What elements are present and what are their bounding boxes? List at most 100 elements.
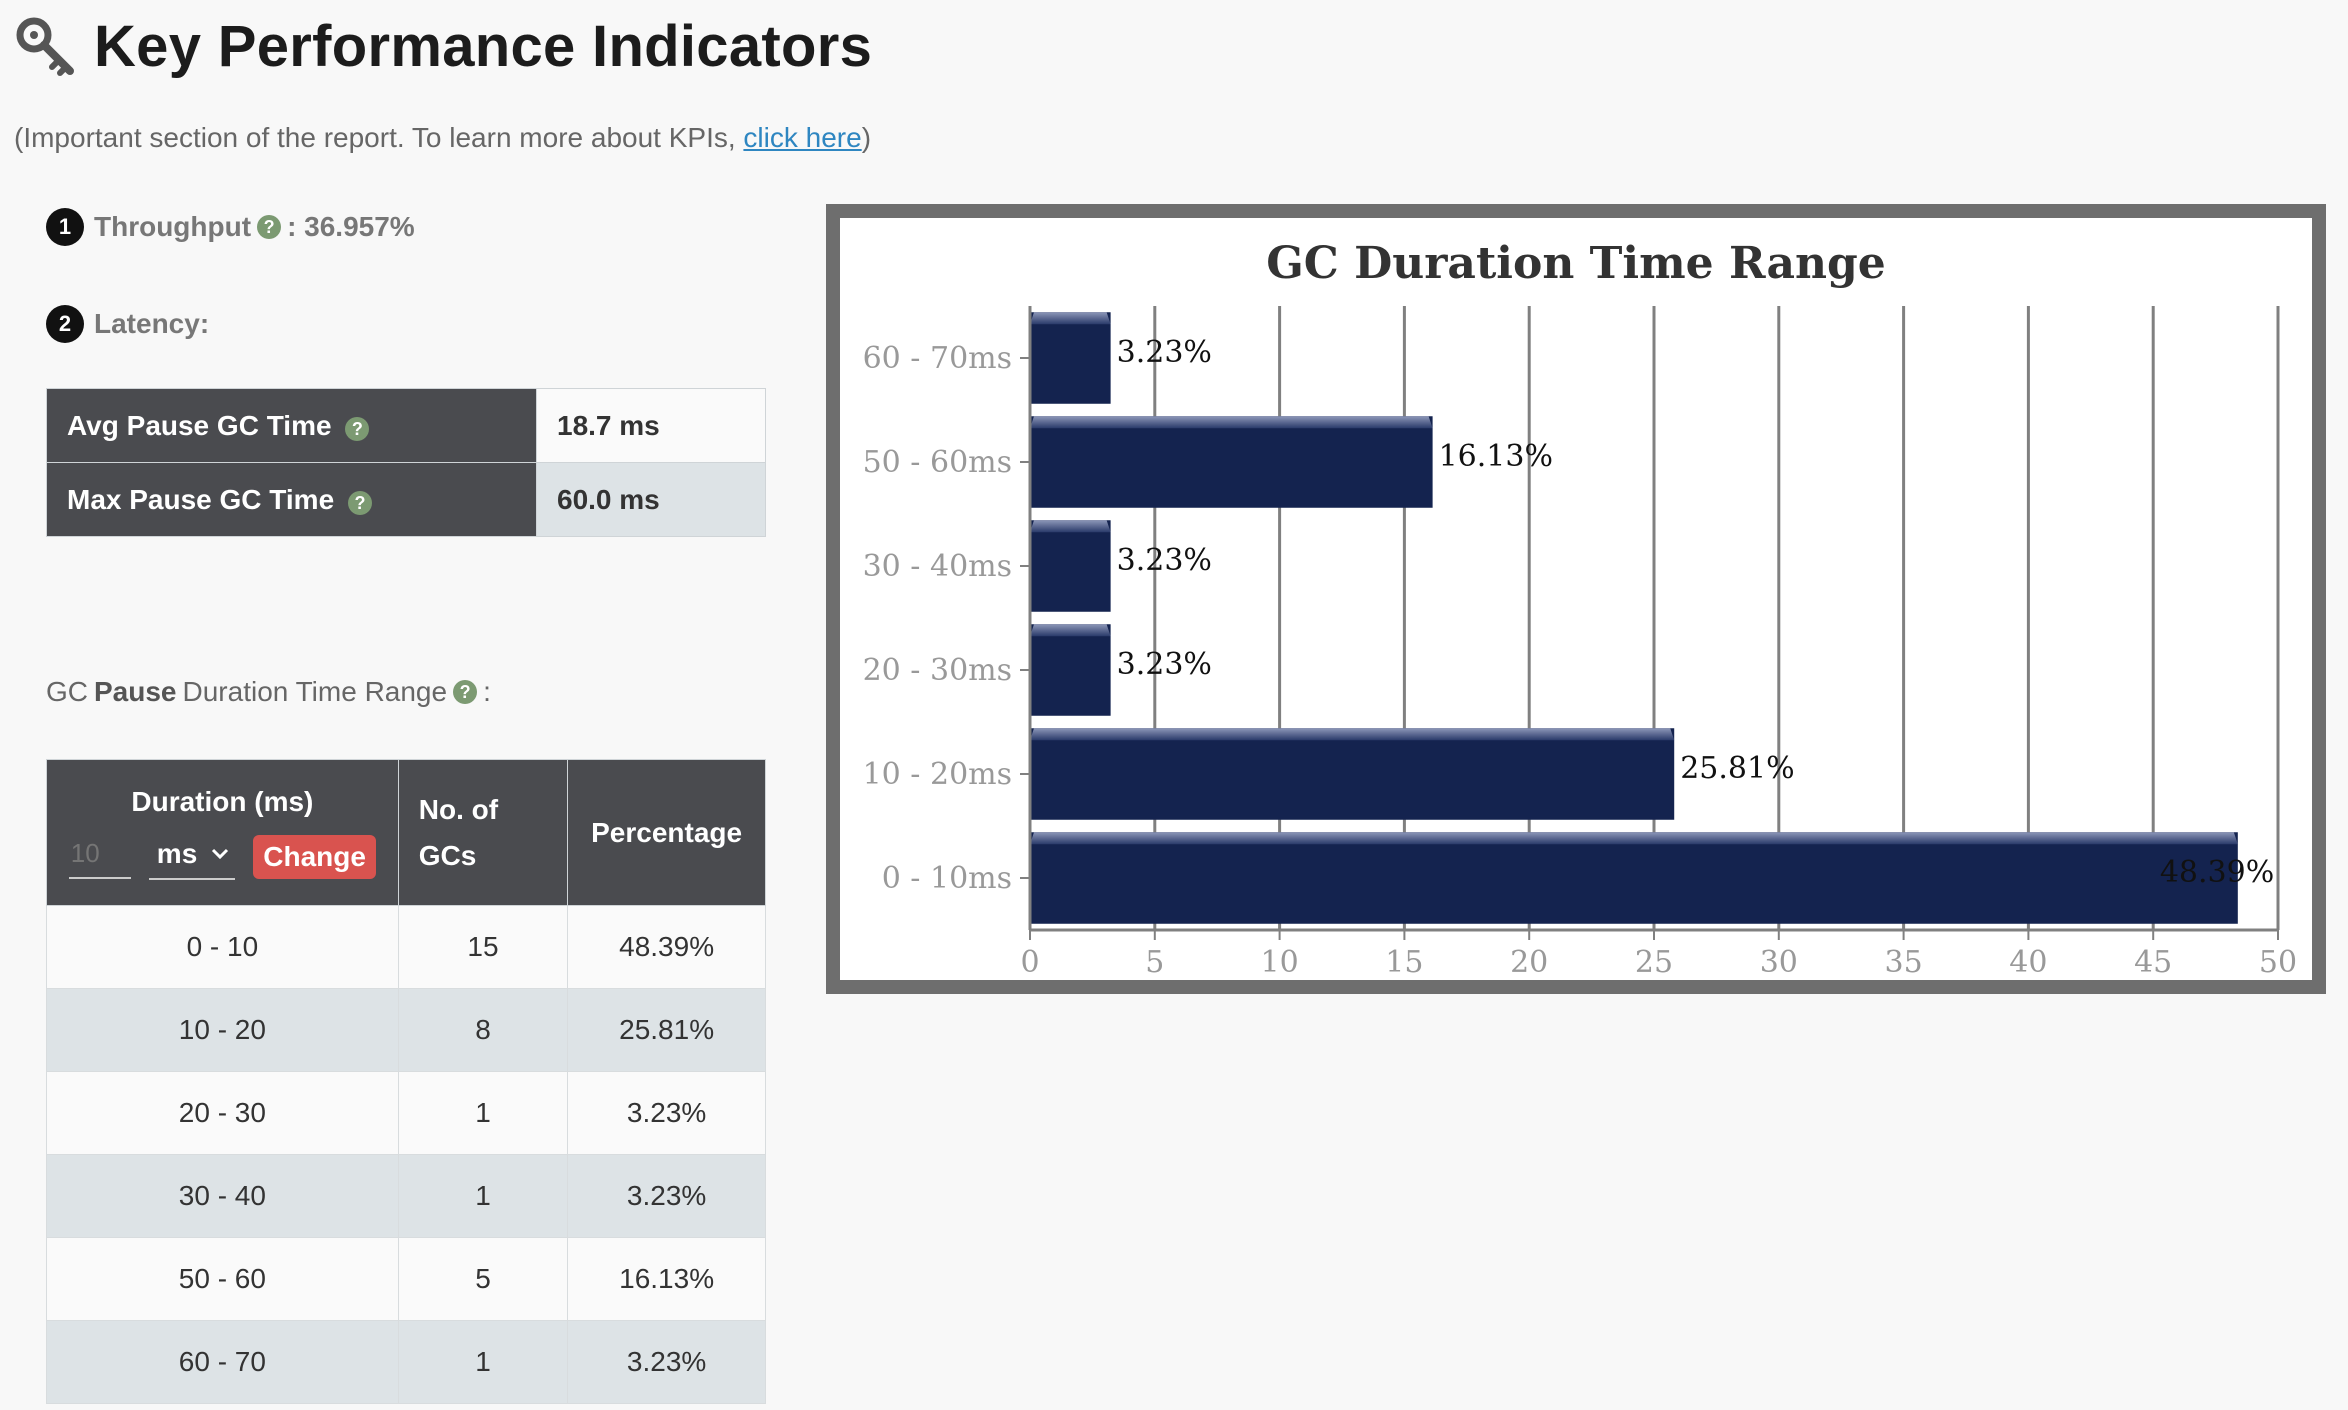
table-row: 10 - 20 8 25.81%	[46, 988, 766, 1072]
count-header: No. of GCs	[397, 759, 569, 906]
chart-title: GC Duration Time Range	[1266, 238, 1886, 289]
x-tick-label: 50	[2259, 945, 2297, 980]
number-badge-1: 1	[46, 208, 84, 246]
count-cell: 1	[397, 1154, 569, 1238]
range-cell: 20 - 30	[46, 1071, 399, 1155]
range-cell: 50 - 60	[46, 1237, 399, 1321]
percentage-cell: 25.81%	[567, 988, 766, 1072]
count-cell: 1	[397, 1071, 569, 1155]
y-tick-label: 20 - 30ms	[863, 653, 1012, 688]
bar	[1030, 416, 1433, 508]
unit-select[interactable]: ms	[148, 834, 236, 880]
change-button[interactable]: Change	[253, 834, 376, 879]
x-tick-label: 40	[2009, 945, 2047, 980]
data-label: 3.23%	[1117, 543, 1212, 578]
bar-highlight	[1030, 520, 1111, 533]
percentage-cell: 3.23%	[567, 1320, 766, 1404]
subtitle-text: (Important section of the report. To lea…	[14, 122, 744, 153]
avg-pause-label-cell: Avg Pause GC Time ?	[46, 388, 537, 463]
bar-highlight	[1030, 728, 1675, 741]
table-row: 50 - 60 5 16.13%	[46, 1237, 766, 1321]
x-tick-label: 45	[2134, 945, 2172, 980]
x-tick-label: 10	[1261, 945, 1299, 980]
latency-row: 2 Latency:	[46, 305, 209, 343]
table-row: 60 - 70 1 3.23%	[46, 1320, 766, 1404]
bar	[1030, 728, 1675, 820]
chevron-down-icon	[212, 848, 229, 859]
y-tick-label: 60 - 70ms	[863, 341, 1012, 376]
bar	[1030, 312, 1111, 404]
chart-frame: GC Duration Time Range 0 5 10 15 20 25 30 35 40 45…	[826, 204, 2326, 994]
data-label: 3.23%	[1117, 647, 1212, 682]
data-label: 25.81%	[1680, 751, 1794, 786]
chart-container: GC Duration Time Range 0 5 10 15 20 25 30 35 40 45…	[840, 218, 2312, 980]
range-cell: 30 - 40	[46, 1154, 399, 1238]
help-icon[interactable]: ?	[453, 680, 478, 704]
y-tick-label: 50 - 60ms	[863, 445, 1012, 480]
percentage-header: Percentage	[567, 759, 766, 906]
heading-suffix: Duration Time Range	[182, 676, 448, 707]
count-cell: 15	[397, 905, 569, 989]
range-cell: 60 - 70	[46, 1320, 399, 1404]
bar	[1030, 520, 1111, 612]
bucket-size-input[interactable]	[68, 834, 131, 879]
max-pause-label-cell: Max Pause GC Time ?	[46, 462, 537, 537]
duration-header-label: Duration (ms)	[131, 785, 314, 817]
count-header-line1: No. of	[418, 793, 499, 825]
help-icon[interactable]: ?	[257, 215, 282, 239]
page-subtitle: (Important section of the report. To lea…	[14, 122, 871, 154]
max-pause-label: Max Pause GC Time	[67, 483, 335, 515]
data-label: 16.13%	[1439, 439, 1553, 474]
bar-highlight	[1030, 416, 1433, 429]
duration-header: Duration (ms) ms Change	[46, 759, 399, 906]
range-cell: 0 - 10	[46, 905, 399, 989]
range-cell: 10 - 20	[46, 988, 399, 1072]
table-row: Avg Pause GC Time ? 18.7 ms	[46, 388, 766, 463]
throughput-value: : 36.957%	[287, 211, 415, 242]
heading-bold: Pause	[94, 676, 177, 707]
x-tick-label: 15	[1385, 945, 1423, 980]
heading-colon: :	[483, 676, 491, 707]
duration-table: Duration (ms) ms Change No. of GCs Perce…	[46, 759, 766, 1404]
percentage-cell: 16.13%	[567, 1237, 766, 1321]
table-row: 20 - 30 1 3.23%	[46, 1071, 766, 1155]
x-tick-label: 5	[1145, 945, 1164, 980]
x-tick-label: 25	[1635, 945, 1673, 980]
latency-label: Latency:	[94, 308, 210, 339]
bar-highlight	[1030, 624, 1111, 637]
max-pause-value: 60.0 ms	[536, 462, 766, 537]
kpi-help-link[interactable]: click here	[743, 122, 862, 153]
throughput-row: 1 Throughput ? : 36.957%	[46, 208, 415, 246]
bar-highlight	[1030, 832, 2238, 845]
avg-pause-value: 18.7 ms	[536, 388, 766, 463]
x-tick-label: 35	[1885, 945, 1923, 980]
percentage-cell: 48.39%	[567, 905, 766, 989]
data-label: 48.39%	[2160, 855, 2274, 890]
avg-pause-label: Avg Pause GC Time	[67, 409, 332, 441]
data-label: 3.23%	[1117, 335, 1212, 370]
subtitle-close: )	[861, 122, 872, 153]
bar	[1030, 624, 1111, 716]
table-header-row: Duration (ms) ms Change No. of GCs Perce…	[46, 759, 766, 906]
duration-controls: ms Change	[48, 834, 397, 880]
y-tick-label: 30 - 40ms	[863, 549, 1012, 584]
y-tick-label: 10 - 20ms	[863, 757, 1012, 792]
count-cell: 5	[397, 1237, 569, 1321]
table-row: 0 - 10 15 48.39%	[46, 905, 766, 989]
heading-prefix: GC	[46, 676, 88, 707]
count-header-line2: GCs	[418, 839, 477, 871]
throughput-label: Throughput	[94, 211, 252, 242]
bar	[1030, 832, 2238, 924]
count-cell: 1	[397, 1320, 569, 1404]
help-icon[interactable]: ?	[345, 417, 370, 441]
section-heading: GC Pause Duration Time Range ? :	[46, 676, 491, 708]
percentage-cell: 3.23%	[567, 1154, 766, 1238]
page-title: Key Performance Indicators	[94, 13, 873, 79]
x-tick-label: 0	[1020, 945, 1039, 980]
percentage-cell: 3.23%	[567, 1071, 766, 1155]
help-icon[interactable]: ?	[347, 491, 372, 515]
table-row: 30 - 40 1 3.23%	[46, 1154, 766, 1238]
y-tick-label: 0 - 10ms	[882, 861, 1012, 896]
x-tick-label: 30	[1760, 945, 1798, 980]
bar-highlight	[1030, 312, 1111, 325]
